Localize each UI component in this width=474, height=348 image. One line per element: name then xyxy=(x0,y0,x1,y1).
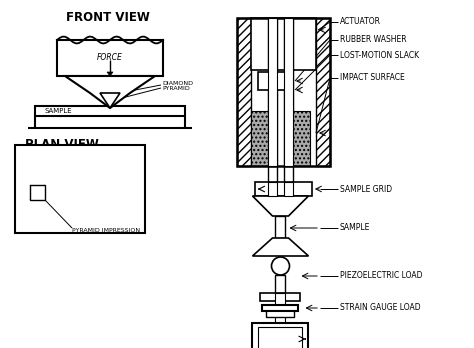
Bar xyxy=(284,18,293,166)
Bar xyxy=(251,111,268,166)
Bar xyxy=(275,275,285,293)
Bar xyxy=(57,40,163,76)
Text: ACTUATOR: ACTUATOR xyxy=(340,17,381,26)
Text: DIAMOND
PYRAMID: DIAMOND PYRAMID xyxy=(162,81,193,92)
Circle shape xyxy=(272,257,290,275)
Bar xyxy=(275,216,285,238)
Bar xyxy=(266,309,294,317)
Text: PYRAMID IMPRESSION: PYRAMID IMPRESSION xyxy=(72,228,140,232)
Bar xyxy=(35,106,185,116)
Text: FORCE: FORCE xyxy=(97,53,123,62)
Bar xyxy=(261,293,301,301)
Bar xyxy=(293,111,310,166)
Bar xyxy=(251,18,316,166)
Text: IMPACT SURFACE: IMPACT SURFACE xyxy=(340,73,405,82)
Bar xyxy=(263,305,299,311)
Bar xyxy=(237,18,251,166)
Bar xyxy=(15,145,145,233)
Bar xyxy=(255,182,312,196)
Bar xyxy=(268,18,277,166)
Bar xyxy=(258,327,302,348)
Text: LOST-MOTION SLACK: LOST-MOTION SLACK xyxy=(340,50,419,60)
Polygon shape xyxy=(253,238,309,256)
Text: SAMPLE GRID: SAMPLE GRID xyxy=(340,184,392,193)
Bar xyxy=(284,18,293,166)
Text: SAMPLE: SAMPLE xyxy=(340,223,370,232)
Bar xyxy=(268,18,277,166)
Bar xyxy=(253,323,309,348)
Bar xyxy=(284,182,293,196)
Bar xyxy=(237,18,330,166)
Bar xyxy=(275,293,285,323)
Polygon shape xyxy=(253,196,309,216)
Bar xyxy=(316,18,330,166)
Bar xyxy=(251,18,316,70)
Text: FRONT VIEW: FRONT VIEW xyxy=(66,11,150,24)
Polygon shape xyxy=(65,76,155,108)
Polygon shape xyxy=(107,72,113,76)
Bar xyxy=(268,182,277,196)
Bar xyxy=(258,72,293,90)
Text: PLAN VIEW: PLAN VIEW xyxy=(25,138,99,151)
Bar xyxy=(30,185,45,200)
Text: SAMPLE: SAMPLE xyxy=(45,108,73,114)
Text: STRAIN GAUGE LOAD: STRAIN GAUGE LOAD xyxy=(340,303,420,313)
Polygon shape xyxy=(100,93,120,108)
Text: PIEZOELECTRIC LOAD: PIEZOELECTRIC LOAD xyxy=(340,271,422,280)
Text: RUBBER WASHER: RUBBER WASHER xyxy=(340,35,407,45)
